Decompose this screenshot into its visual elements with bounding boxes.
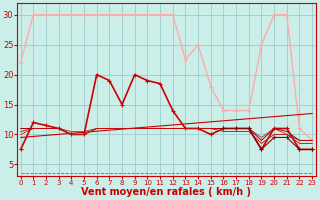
X-axis label: Vent moyen/en rafales ( km/h ): Vent moyen/en rafales ( km/h ) bbox=[81, 187, 252, 197]
